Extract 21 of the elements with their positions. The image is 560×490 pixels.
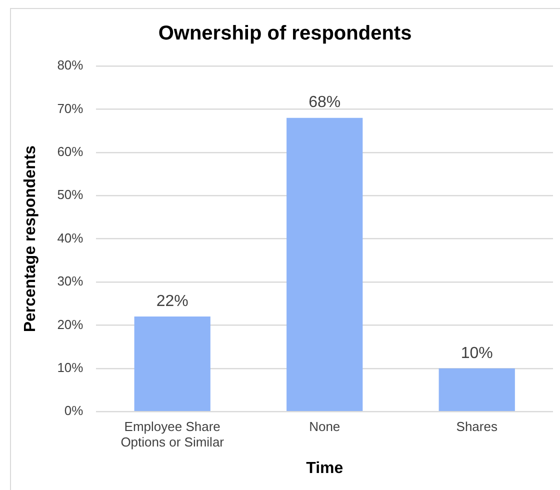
bar [438, 368, 515, 411]
data-label: 10% [460, 344, 493, 362]
y-tick-label: 10% [57, 360, 84, 375]
y-tick-label: 20% [57, 316, 84, 332]
chart-title: Ownership of respondents [158, 22, 412, 45]
data-label: 68% [308, 94, 341, 112]
y-tick-label: 60% [57, 144, 84, 159]
x-tick-label: None [309, 418, 340, 434]
y-tick-label: 30% [57, 274, 84, 289]
y-tick-label: 80% [57, 58, 84, 73]
y-tick-label: 70% [57, 100, 84, 116]
y-tick-label: 50% [57, 187, 84, 202]
data-label: 22% [156, 292, 188, 310]
y-axis-title: Percentage respondents [22, 145, 40, 332]
x-axis-title: Time [306, 460, 344, 477]
bar [286, 118, 363, 411]
x-tick-label: Shares [456, 418, 498, 434]
x-tick-label: Employee Share Options or Similar [120, 418, 225, 450]
y-tick-label: 0% [64, 403, 84, 418]
bar [134, 316, 210, 411]
y-tick-label: 40% [57, 230, 84, 246]
